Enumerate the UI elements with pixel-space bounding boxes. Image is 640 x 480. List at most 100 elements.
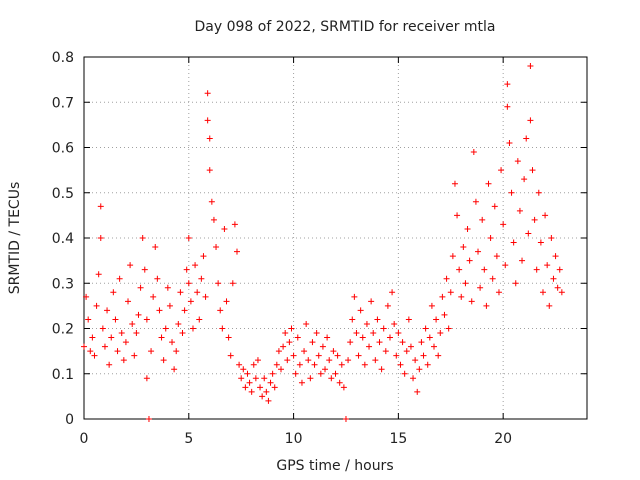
data-point [523, 135, 530, 142]
data-point [148, 348, 155, 355]
y-tick-label: 0.2 [52, 322, 74, 338]
data-point [164, 284, 171, 291]
data-point [412, 357, 419, 364]
data-point [374, 316, 381, 323]
data-point [332, 370, 339, 377]
data-point [363, 320, 370, 327]
data-point [500, 221, 507, 228]
data-point [217, 307, 224, 314]
data-point [410, 375, 417, 382]
data-point [137, 284, 144, 291]
data-point [141, 266, 148, 273]
data-point [414, 388, 421, 395]
data-point [206, 135, 213, 142]
data-point [158, 334, 165, 341]
data-point [104, 307, 111, 314]
data-point [223, 298, 230, 305]
data-point [294, 334, 301, 341]
data-point [244, 370, 251, 377]
data-point [185, 280, 192, 287]
data-point [340, 384, 347, 391]
data-point [192, 262, 199, 269]
data-point [439, 293, 446, 300]
data-point [204, 90, 211, 97]
data-point [307, 375, 314, 382]
data-point [548, 235, 555, 241]
data-point [498, 167, 505, 174]
data-point [280, 343, 287, 350]
data-point [460, 244, 467, 251]
data-point [433, 316, 440, 323]
data-point [539, 289, 546, 296]
data-point [85, 316, 92, 323]
data-point [250, 361, 257, 368]
data-point [286, 339, 293, 346]
data-point [456, 266, 463, 273]
data-point [282, 330, 289, 337]
data-point [516, 207, 523, 214]
data-point [120, 357, 127, 364]
x-tick-label: 5 [184, 431, 193, 447]
data-point [366, 343, 373, 350]
data-point [99, 325, 106, 332]
data-point [420, 352, 427, 359]
data-point [449, 253, 456, 260]
data-point [143, 316, 150, 323]
data-point [248, 388, 255, 395]
data-point [334, 352, 341, 359]
data-point [290, 352, 297, 359]
data-point [351, 293, 358, 300]
data-point [265, 397, 272, 404]
data-point [479, 216, 486, 223]
data-point [441, 311, 448, 318]
data-point [386, 334, 393, 341]
data-point [229, 280, 236, 287]
data-point [422, 325, 429, 332]
data-point [101, 343, 108, 350]
data-point [236, 361, 243, 368]
data-point [231, 221, 238, 228]
data-point [129, 320, 136, 327]
data-point [353, 330, 360, 337]
data-point [477, 284, 484, 291]
data-point [97, 203, 104, 210]
data-point [196, 316, 203, 323]
data-point [491, 203, 498, 210]
data-point [301, 348, 308, 355]
data-point [451, 180, 458, 187]
data-point [514, 158, 521, 165]
data-point [428, 302, 435, 309]
data-point [219, 325, 226, 332]
data-point [368, 298, 375, 305]
data-point [185, 235, 192, 241]
data-point [233, 248, 240, 255]
data-point [296, 361, 303, 368]
data-point [487, 235, 494, 241]
data-point [345, 357, 352, 364]
data-point [175, 320, 182, 327]
data-point [435, 352, 442, 359]
data-point [556, 266, 563, 273]
data-point [271, 384, 278, 391]
data-point [395, 330, 402, 337]
chart-title: Day 098 of 2022, SRMTID for receiver mtl… [194, 19, 495, 35]
data-point [558, 289, 565, 296]
data-point [542, 212, 549, 219]
data-point [139, 235, 146, 241]
data-point [355, 352, 362, 359]
y-tick-label: 0.1 [52, 367, 74, 383]
y-tick-label: 0.6 [52, 141, 74, 157]
data-point [443, 275, 450, 282]
data-point [311, 361, 318, 368]
data-point [508, 189, 515, 196]
data-point [215, 280, 222, 287]
data-point [370, 330, 377, 337]
data-point [254, 357, 261, 364]
data-point [529, 167, 536, 174]
data-point [227, 352, 234, 359]
data-point [106, 361, 113, 368]
data-point [399, 339, 406, 346]
data-point [391, 320, 398, 327]
data-point [378, 366, 385, 373]
data-point [91, 352, 98, 359]
